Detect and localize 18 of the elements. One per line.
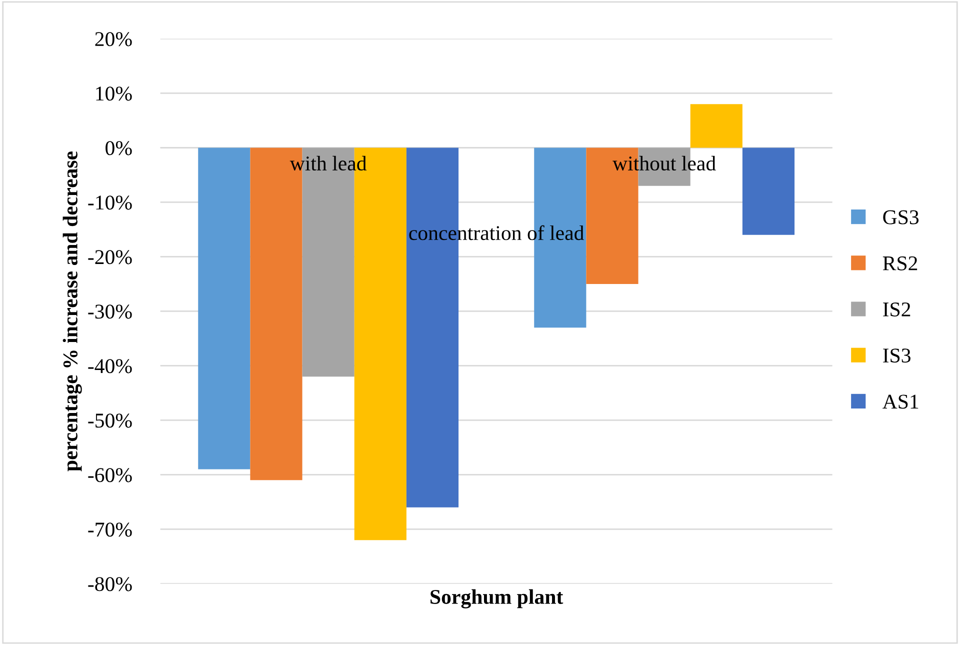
legend-label: GS3 [883, 210, 919, 224]
y-tick-label: 0% [106, 141, 132, 156]
y-tick-label: -70% [88, 522, 132, 537]
y-tick-label: 20% [95, 32, 132, 46]
y-tick-label: -40% [88, 359, 132, 374]
x-axis-title: Sorghum plant [430, 589, 564, 608]
legend-label: IS2 [883, 302, 910, 316]
y-tick-label: -80% [88, 577, 132, 592]
legend-label: AS1 [882, 394, 918, 409]
legend-label: IS3 [883, 348, 910, 363]
y-tick-label: -50% [88, 414, 132, 428]
y-tick-label: 10% [96, 86, 132, 101]
y-tick-label: -60% [88, 468, 132, 482]
legend-label: RS2 [882, 256, 918, 270]
y-axis-title: percentage % increase and decrease [62, 151, 82, 472]
y-tick-label: -20% [88, 250, 132, 264]
y-tick-label: -30% [88, 304, 132, 319]
y-tick-label: -10% [88, 196, 132, 210]
